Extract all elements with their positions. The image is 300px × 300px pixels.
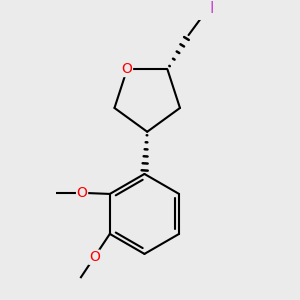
Text: I: I: [210, 1, 214, 16]
Text: O: O: [89, 250, 100, 264]
Text: O: O: [122, 62, 132, 76]
Text: O: O: [76, 186, 88, 200]
